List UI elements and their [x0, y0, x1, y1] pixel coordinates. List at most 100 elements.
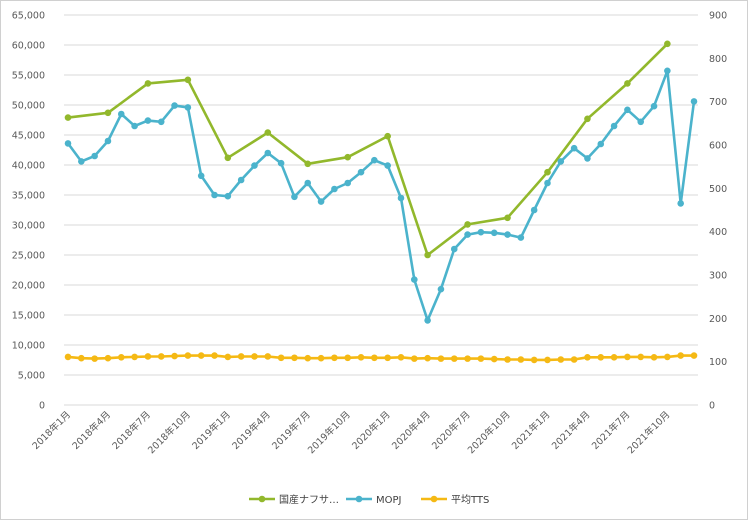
data-point: [584, 354, 591, 361]
data-point: [344, 354, 352, 362]
x-tick-label: 2018年1月: [30, 409, 73, 452]
y-right-tick-label: 200: [709, 314, 727, 325]
grid-lines: [64, 14, 698, 406]
data-point: [78, 158, 85, 165]
legend-item: MOPJ: [346, 495, 401, 506]
data-point: [384, 354, 391, 362]
data-point: [624, 80, 631, 87]
data-point: [517, 234, 525, 241]
y-left-tick-label: 50,000: [12, 101, 45, 112]
series-line: [66, 42, 669, 257]
data-point: [450, 355, 458, 362]
x-tick-label: 2021年1月: [509, 409, 552, 452]
y-right-tick-label: 600: [709, 141, 727, 152]
x-tick-label: 2019年10月: [305, 409, 353, 457]
y-left-tick-label: 65,000: [12, 11, 45, 22]
data-point: [530, 356, 538, 364]
data-point: [197, 352, 205, 359]
x-tick-label: 2021年4月: [549, 409, 592, 452]
data-point: [211, 191, 218, 199]
x-tick-label: 2020年4月: [389, 409, 432, 452]
data-point: [584, 115, 591, 123]
data-point: [637, 118, 645, 126]
data-point: [424, 354, 431, 362]
data-point: [584, 155, 591, 162]
x-axis-ticks: 2018年1月2018年4月2018年7月2018年10月2019年1月2019…: [30, 409, 673, 457]
y-left-tick-label: 30,000: [12, 221, 45, 232]
y-left-tick-label: 25,000: [12, 251, 45, 262]
data-point: [637, 353, 645, 361]
x-tick-label: 2020年7月: [429, 409, 472, 452]
data-point: [277, 354, 285, 362]
data-point: [610, 122, 618, 130]
data-point: [490, 355, 498, 363]
data-point: [384, 162, 391, 169]
data-point: [237, 176, 245, 184]
data-point: [157, 118, 165, 126]
y-left-tick-label: 60,000: [12, 41, 45, 52]
data-point: [424, 317, 431, 324]
legend-label: 国産ナフサ…: [279, 493, 339, 506]
data-point: [397, 354, 405, 361]
y-right-tick-label: 400: [709, 227, 727, 238]
data-point: [450, 245, 458, 253]
legend-swatch-marker: [258, 495, 266, 503]
x-tick-label: 2019年7月: [270, 409, 313, 452]
data-point: [264, 149, 272, 157]
data-point: [331, 354, 338, 362]
data-point: [410, 276, 418, 283]
y-right-tick-label: 0: [709, 401, 715, 412]
data-point: [597, 140, 605, 148]
data-point: [211, 352, 218, 359]
data-point: [131, 122, 138, 130]
series-1: [64, 40, 671, 259]
x-tick-label: 2020年10月: [465, 409, 513, 457]
y-right-tick-label: 700: [709, 97, 727, 108]
data-point: [64, 353, 72, 361]
x-tick-label: 2019年1月: [190, 409, 233, 452]
y-right-tick-label: 800: [709, 54, 727, 65]
data-point: [650, 102, 658, 110]
data-point: [264, 129, 272, 136]
data-point: [291, 193, 298, 201]
data-point: [477, 355, 485, 362]
data-point: [224, 154, 232, 162]
data-point: [557, 356, 565, 363]
data-point: [464, 221, 471, 228]
data-point: [304, 179, 312, 187]
data-point: [144, 117, 152, 124]
data-point: [64, 114, 72, 121]
data-point: [690, 98, 698, 105]
data-point: [104, 137, 112, 145]
legend-swatch-marker: [355, 495, 363, 503]
data-point: [91, 355, 98, 362]
data-point: [530, 206, 538, 214]
data-point: [131, 353, 138, 361]
data-point: [517, 356, 525, 363]
data-point: [544, 179, 551, 187]
x-tick-label: 2018年4月: [70, 409, 113, 452]
y-left-tick-label: 10,000: [12, 341, 45, 352]
data-point: [557, 158, 565, 165]
data-point: [237, 353, 245, 360]
data-point: [504, 356, 511, 363]
data-point: [117, 354, 125, 361]
x-tick-label: 2021年10月: [625, 409, 673, 457]
data-point: [397, 194, 405, 202]
data-point: [344, 179, 352, 187]
data-point: [464, 231, 471, 238]
data-point: [624, 353, 631, 361]
y-left-tick-label: 45,000: [12, 131, 45, 142]
data-point: [424, 251, 431, 259]
data-point: [197, 172, 205, 180]
data-point: [490, 229, 498, 237]
x-tick-label: 2018年10月: [145, 409, 193, 457]
data-point: [650, 354, 658, 361]
y-left-tick-label: 15,000: [12, 311, 45, 322]
y-left-tick-label: 35,000: [12, 191, 45, 202]
legend-swatch-marker: [430, 495, 438, 503]
y-left-tick-label: 20,000: [12, 281, 45, 292]
data-point: [344, 153, 352, 161]
